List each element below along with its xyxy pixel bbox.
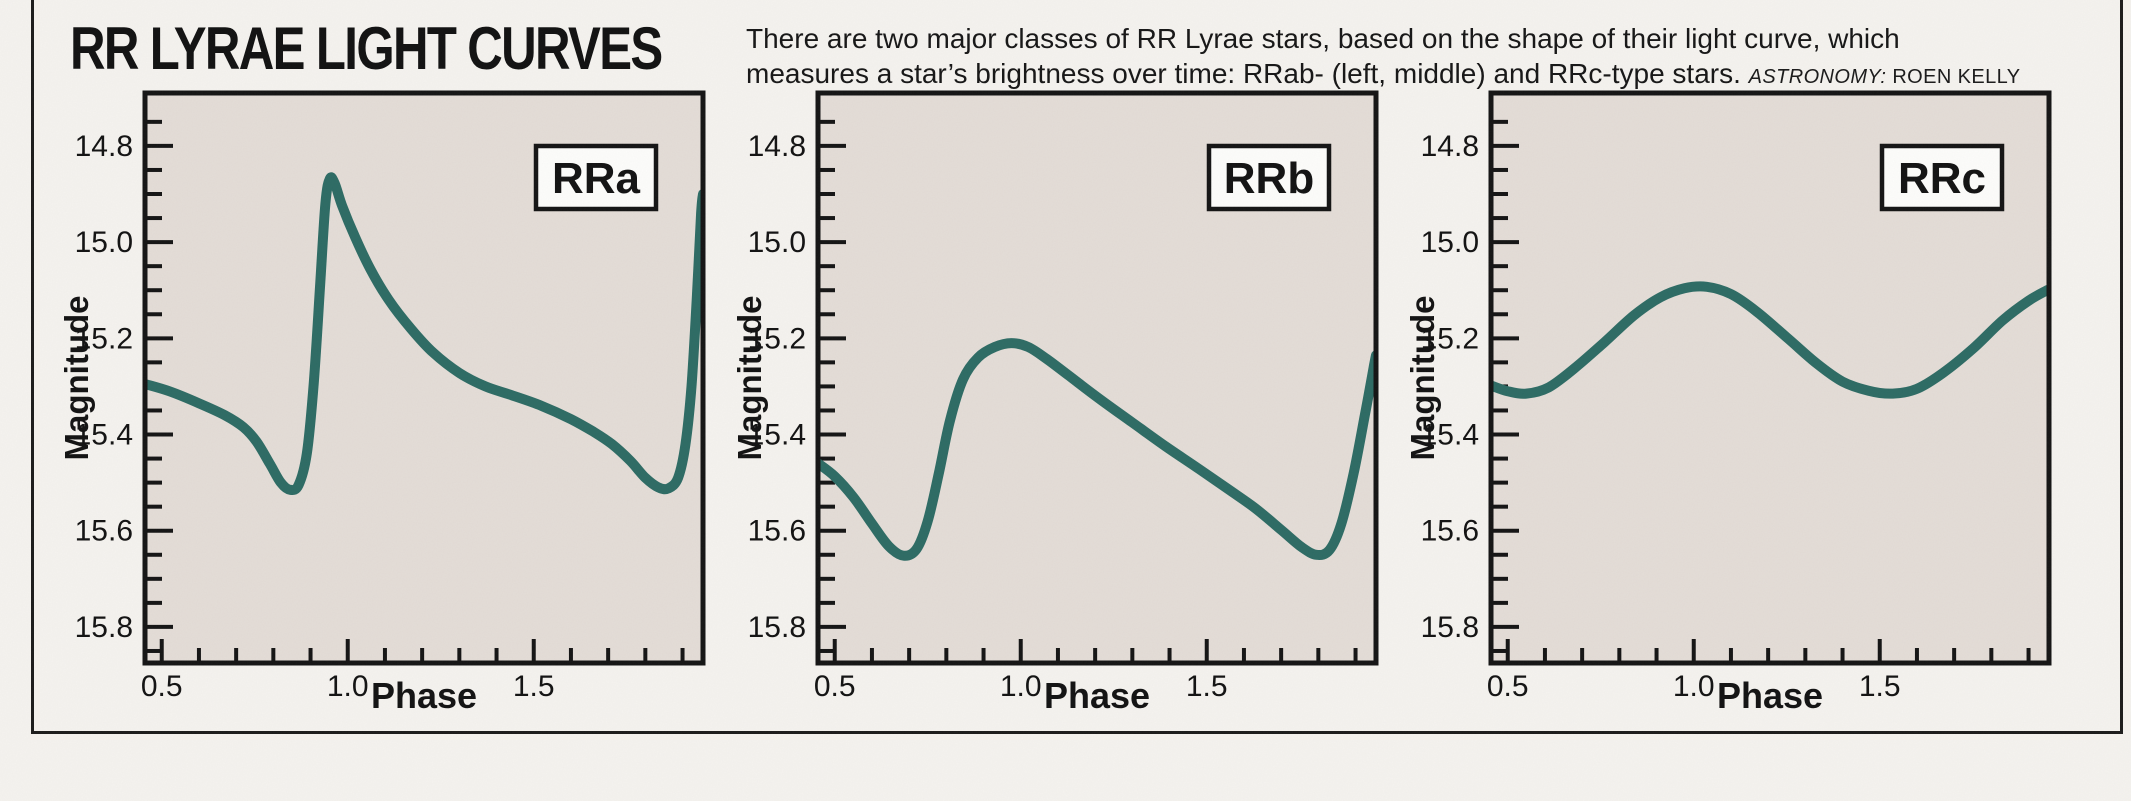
panel-svg-rra: 14.815.015.215.415.615.80.5 1.0 1.5PhaseMa… <box>58 90 706 716</box>
x-tick-label: 1.5 <box>1186 670 1228 703</box>
figure-credit: ASTRONOMY: ROEN KELLY <box>1749 66 2021 88</box>
x-axis-title: Phase <box>1044 675 1150 716</box>
y-tick-label: 14.8 <box>1421 130 1479 163</box>
x-axis-title: Phase <box>371 675 477 716</box>
y-tick-label: 15.0 <box>1421 226 1479 259</box>
panel-svg-rrc: 14.815.015.215.415.615.80.5 1.0 1.5PhaseMa… <box>1404 90 2052 716</box>
y-tick-label: 15.8 <box>1421 611 1479 644</box>
y-tick-label: 15.8 <box>748 611 806 644</box>
y-tick-label: 15.6 <box>748 515 806 548</box>
x-tick-label: 0.5 <box>141 670 183 703</box>
x-tick-label: 1.5 <box>1859 670 1901 703</box>
x-tick-label: 1.0 <box>1000 670 1042 703</box>
y-axis-title: Magnitude <box>1404 296 1441 461</box>
y-axis-title: Magnitude <box>731 296 768 461</box>
y-tick-label: 14.8 <box>75 130 133 163</box>
y-tick-label: 15.6 <box>75 515 133 548</box>
light-curve-panel-rrc: 14.8 15.0 15.2 15.4 15.6 15.8 0.5 1.0 1.5 Phase Ma… <box>1376 90 2076 750</box>
figure-caption: There are two major classes of RR Lyrae … <box>746 21 2131 95</box>
class-label: RRb <box>1224 154 1314 203</box>
y-tick-label: 14.8 <box>748 130 806 163</box>
caption-line-1: There are two major classes of RR Lyrae … <box>746 23 1900 54</box>
figure-title: RR LYRAE LIGHT CURVES <box>70 15 663 82</box>
x-axis-title: Phase <box>1717 675 1823 716</box>
x-tick-label: 1.0 <box>1673 670 1715 703</box>
x-tick-label: 1.5 <box>513 670 555 703</box>
y-tick-label: 15.0 <box>75 226 133 259</box>
x-tick-label: 1.0 <box>327 670 369 703</box>
class-label: RRc <box>1898 154 1986 203</box>
light-curve-panel-rra: 14.8 15.0 15.2 15.4 15.6 15.8 0.5 1.0 1.5 Phase Ma… <box>30 90 730 750</box>
y-tick-label: 15.6 <box>1421 515 1479 548</box>
credit-artist: ROEN KELLY <box>1886 66 2021 88</box>
light-curve-panel-rrb: 14.8 15.0 15.2 15.4 15.6 15.8 0.5 1.0 1.5 Phase Ma… <box>703 90 1403 750</box>
x-tick-label: 0.5 <box>814 670 856 703</box>
credit-magazine: ASTRONOMY: <box>1748 66 1887 88</box>
caption-line-2: measures a star’s brightness over time: … <box>746 58 1741 89</box>
x-tick-label: 0.5 <box>1487 670 1529 703</box>
class-label: RRa <box>552 154 641 203</box>
y-tick-label: 15.8 <box>75 611 133 644</box>
y-axis-title: Magnitude <box>58 296 95 461</box>
y-tick-label: 15.0 <box>748 226 806 259</box>
panel-svg-rrb: 14.815.015.215.415.615.80.5 1.0 1.5PhaseMa… <box>731 90 1379 716</box>
